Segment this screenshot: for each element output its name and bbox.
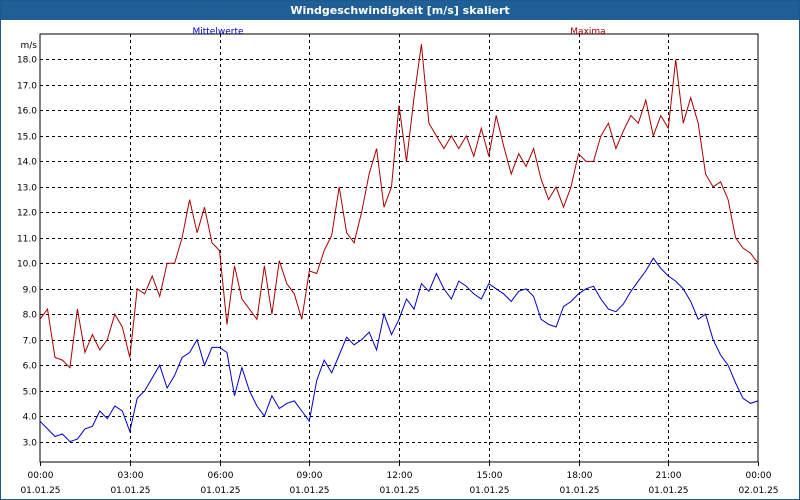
x-tick-time: 15:00: [477, 471, 503, 481]
y-tick-label: 12.0: [17, 209, 37, 219]
x-tick-time: 09:00: [297, 471, 323, 481]
y-tick-label: 18.0: [17, 56, 37, 66]
y-tick-label: 3.0: [23, 439, 38, 449]
x-tick-time: 00:00: [28, 471, 54, 481]
x-tick-date: 01.01.25: [559, 486, 599, 496]
legend-mittelwerte: Mittelwerte: [192, 27, 243, 37]
plot-area: [39, 33, 759, 463]
x-tick-date: 01.01.25: [469, 486, 509, 496]
y-tick-label: 11.0: [17, 235, 37, 245]
y-tick-label: 13.0: [17, 184, 37, 194]
x-tick-time: 00:00: [746, 471, 772, 481]
y-tick-label: 7.0: [23, 337, 38, 347]
window-title: Windgeschwindigkeit [m/s] skaliert: [1, 1, 799, 20]
y-tick-label: 4.0: [23, 413, 38, 423]
legend-maxima: Maxima: [570, 27, 605, 37]
y-axis-label: m/s: [21, 41, 38, 51]
x-tick-time: 12:00: [387, 471, 413, 481]
x-tick-date: 01.01.25: [289, 486, 329, 496]
x-tick-time: 06:00: [208, 471, 234, 481]
y-tick-label: 6.0: [23, 362, 38, 372]
y-tick-label: 9.0: [23, 286, 38, 296]
y-tick-label: 10.0: [17, 260, 37, 270]
y-tick-label: 16.0: [17, 107, 37, 117]
y-tick-label: 15.0: [17, 133, 37, 143]
x-tick-date: 02.01.25: [738, 486, 778, 496]
y-tick-label: 8.0: [23, 311, 38, 321]
x-tick-time: 21:00: [656, 471, 682, 481]
series-line-maxima: [39, 44, 759, 369]
y-tick-label: 17.0: [17, 82, 37, 92]
x-tick-time: 03:00: [118, 471, 144, 481]
x-tick-time: 18:00: [567, 471, 593, 481]
x-tick-date: 01.01.25: [110, 486, 150, 496]
series-line-mittelwerte: [39, 257, 759, 443]
x-tick-date: 01.01.25: [379, 486, 419, 496]
y-tick-label: 5.0: [23, 388, 38, 398]
y-tick-label: 14.0: [17, 158, 37, 168]
x-tick-date: 01.01.25: [200, 486, 240, 496]
x-tick-date: 01.01.25: [20, 486, 60, 496]
x-tick-date: 01.01.25: [648, 486, 688, 496]
